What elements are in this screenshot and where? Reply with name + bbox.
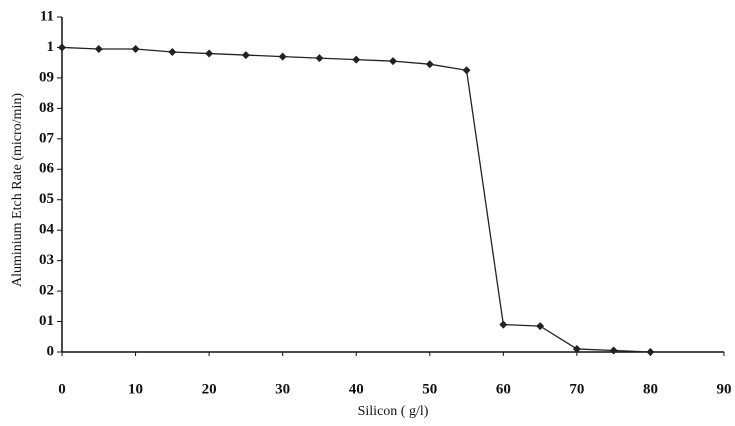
- marker: [610, 346, 618, 354]
- marker: [168, 48, 176, 56]
- y-axis-label: Aluminium Etch Rate (micro/min): [10, 93, 25, 287]
- y-tick-label: 11: [40, 8, 54, 24]
- y-tick-label: 09: [39, 69, 54, 85]
- marker: [389, 57, 397, 65]
- chart: Silicon ( g/l) Aluminium Etch Rate (micr…: [0, 0, 735, 426]
- y-tick-label: 0: [47, 343, 55, 359]
- x-tick-label: 30: [275, 381, 290, 397]
- x-axis-label: Silicon ( g/l): [358, 404, 429, 419]
- marker: [95, 45, 103, 53]
- marker: [205, 50, 213, 58]
- marker: [536, 322, 544, 330]
- x-tick-label: 50: [422, 381, 437, 397]
- y-tick-label: 02: [39, 283, 54, 299]
- marker: [132, 45, 140, 53]
- y-tick-label: 06: [39, 161, 55, 177]
- x-tick-label: 70: [569, 381, 584, 397]
- y-tick-label: 04: [39, 222, 55, 238]
- y-tick-label: 07: [39, 130, 55, 146]
- x-tick-label: 20: [202, 381, 217, 397]
- x-tick-label: 80: [643, 381, 658, 397]
- x-tick-label: 90: [717, 381, 732, 397]
- series-line: [62, 47, 650, 352]
- x-tick-label: 10: [128, 381, 143, 397]
- x-tick-label: 40: [349, 381, 364, 397]
- marker: [58, 43, 66, 51]
- marker: [426, 60, 434, 68]
- marker: [352, 56, 360, 64]
- y-tick-label: 03: [39, 252, 54, 268]
- marker: [499, 321, 507, 329]
- y-tick-label: 01: [39, 313, 54, 329]
- x-tick-label: 60: [496, 381, 511, 397]
- marker: [242, 51, 250, 59]
- x-tick-label: 0: [58, 381, 66, 397]
- marker: [279, 53, 287, 61]
- y-tick-label: 05: [39, 191, 54, 207]
- y-tick-label: 08: [39, 100, 54, 116]
- marker: [646, 348, 654, 356]
- marker: [315, 54, 323, 62]
- marker: [463, 66, 471, 74]
- y-tick-label: 1: [47, 39, 55, 55]
